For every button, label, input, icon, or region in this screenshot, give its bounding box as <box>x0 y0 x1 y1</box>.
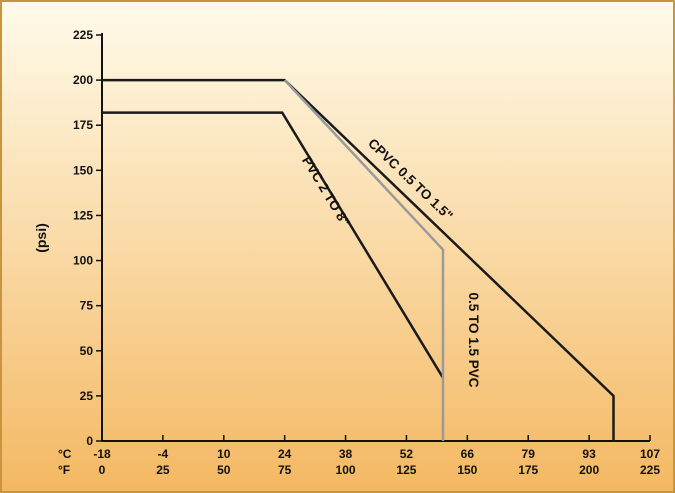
x-tick-label-f: 225 <box>640 463 660 477</box>
x-tick-label-f: 75 <box>278 463 292 477</box>
x-tick-label-c: 38 <box>339 447 353 461</box>
y-tick-label: 150 <box>73 163 93 177</box>
x-tick-label-f: 0 <box>99 463 106 477</box>
y-tick-label: 100 <box>73 254 93 268</box>
x-tick-label-f: 200 <box>579 463 599 477</box>
y-tick-label: 200 <box>73 73 93 87</box>
x-unit-label-f: °F <box>58 463 70 477</box>
y-tick-label: 175 <box>73 118 93 132</box>
series-line-2 <box>102 111 445 379</box>
y-tick-label: 25 <box>80 389 94 403</box>
x-tick-label-f: 25 <box>156 463 170 477</box>
x-tick-label-c: 24 <box>278 447 292 461</box>
x-tick-label-f: 150 <box>457 463 477 477</box>
x-unit-label-c: °C <box>58 447 72 461</box>
x-tick-label-c: 52 <box>400 447 414 461</box>
series-line-1 <box>102 78 615 441</box>
x-tick-label-c: 107 <box>640 447 660 461</box>
x-tick-label-c: -18 <box>93 447 111 461</box>
x-tick-label-f: 50 <box>217 463 231 477</box>
y-tick-label: 50 <box>80 344 94 358</box>
series-lines <box>102 78 615 441</box>
y-axis-label: (psi) <box>33 223 49 253</box>
x-tick-label-c: 93 <box>582 447 596 461</box>
axes: 0255075100125150175200225(psi)-180-42510… <box>33 28 660 477</box>
y-tick-label: 75 <box>80 299 94 313</box>
x-tick-label-c: 79 <box>522 447 536 461</box>
x-tick-label-c: 10 <box>217 447 231 461</box>
y-tick-label: 225 <box>73 28 93 42</box>
series-label-3: 0.5 TO 1.5 PVC <box>466 292 481 387</box>
series-line-3 <box>283 79 445 441</box>
x-tick-label-c: 66 <box>461 447 475 461</box>
x-tick-label-c: -4 <box>158 447 169 461</box>
x-tick-label-f: 125 <box>396 463 416 477</box>
x-tick-label-f: 175 <box>518 463 538 477</box>
y-tick-label: 125 <box>73 208 93 222</box>
y-tick-label: 0 <box>86 434 93 448</box>
x-tick-label-f: 100 <box>336 463 356 477</box>
